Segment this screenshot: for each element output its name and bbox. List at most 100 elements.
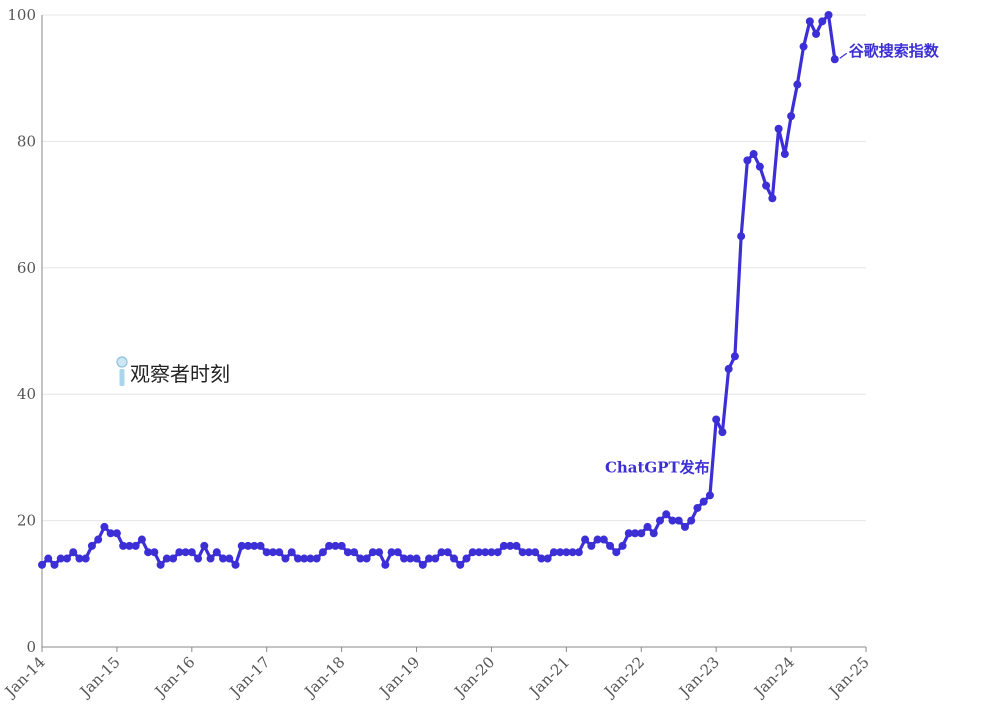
series-label-connector [839,52,848,59]
data-point [169,554,178,563]
data-point [162,554,171,563]
series-line [40,13,837,567]
data-point [356,554,365,563]
data-point [112,529,121,538]
data-point [400,554,409,563]
data-point [699,497,708,506]
data-point [712,415,721,424]
x-tick-labels: Jan-14 Jan-15 Jan-16 Jan-17 Jan-18 Jan-19 Jan-… [0,647,873,702]
data-point [137,535,146,544]
data-point [443,548,452,557]
data-point [44,554,53,563]
data-point [293,554,302,563]
data-point [737,232,746,241]
data-point [668,516,677,525]
y-tick-label: 80 [17,132,36,150]
data-point [219,554,228,563]
data-point [281,554,290,563]
data-point [393,548,402,557]
data-point [799,42,808,51]
data-point [768,194,777,203]
data-point [50,560,59,569]
data-point [474,548,483,557]
y-tick-label: 100 [7,6,36,24]
x-tick-label: Jan-17 [225,653,274,702]
data-point [225,554,234,563]
data-point [362,554,371,563]
data-point [749,150,758,159]
data-point [431,554,440,563]
data-point [200,541,209,550]
data-point [805,17,814,26]
y-tick-labels: 0 20 40 60 80 100 [7,6,36,656]
data-point [275,548,284,557]
x-tick-label: Jan-14 [0,653,49,702]
y-tick-label: 60 [17,259,36,277]
data-point [468,548,477,557]
y-tick-label: 40 [17,385,36,403]
x-tick-label: Jan-19 [375,653,424,702]
x-tick-label: Jan-16 [150,653,199,702]
data-point [425,554,434,563]
chatgpt-release-annotation: ChatGPT发布 [605,459,710,477]
data-point [237,541,246,550]
data-point [730,352,739,361]
data-point [599,535,608,544]
data-point [587,541,596,550]
data-point [244,541,252,550]
data-point [549,548,558,557]
data-point [387,548,396,557]
logo-bar-icon [119,369,125,386]
data-point [287,548,296,557]
data-point [755,162,764,171]
x-tick-label: Jan-21 [525,653,574,702]
data-point [631,529,640,538]
data-point [181,548,190,557]
grid-lines [42,14,866,522]
data-point [537,554,546,563]
data-point [705,491,714,500]
data-point [581,535,590,544]
data-point [724,364,733,373]
series-label: 谷歌搜索指数 [849,42,940,60]
data-point [687,516,696,525]
data-point [450,554,458,563]
data-point [87,541,96,550]
data-point [106,529,115,538]
data-point [406,554,415,563]
data-point [662,510,671,519]
x-tick-label: Jan-24 [749,653,798,702]
data-point [624,529,633,538]
data-point [300,554,309,563]
data-point [574,548,583,557]
data-points [38,11,839,569]
data-point [793,80,802,89]
data-point [312,554,321,563]
data-point [787,112,796,121]
data-point [212,548,221,557]
data-point [543,554,552,563]
data-point [743,156,752,165]
data-point [375,548,384,557]
data-point [780,150,789,159]
y-tick-label: 20 [17,512,36,530]
data-point [418,560,427,569]
data-point [680,522,689,531]
data-point [81,554,90,563]
data-point [531,548,540,557]
data-point [368,548,377,557]
x-tick-label: Jan-20 [450,653,499,702]
data-point [506,541,515,550]
data-point [649,529,658,538]
data-point [518,548,527,557]
data-point [69,548,78,557]
data-point [175,548,184,557]
data-point [693,503,702,512]
data-point [618,541,627,550]
data-point [493,548,502,557]
data-point [75,554,84,563]
annotations: ChatGPT发布 谷歌搜索指数 [605,42,940,476]
data-point [568,548,577,557]
data-point [812,29,821,38]
data-point [350,548,359,557]
